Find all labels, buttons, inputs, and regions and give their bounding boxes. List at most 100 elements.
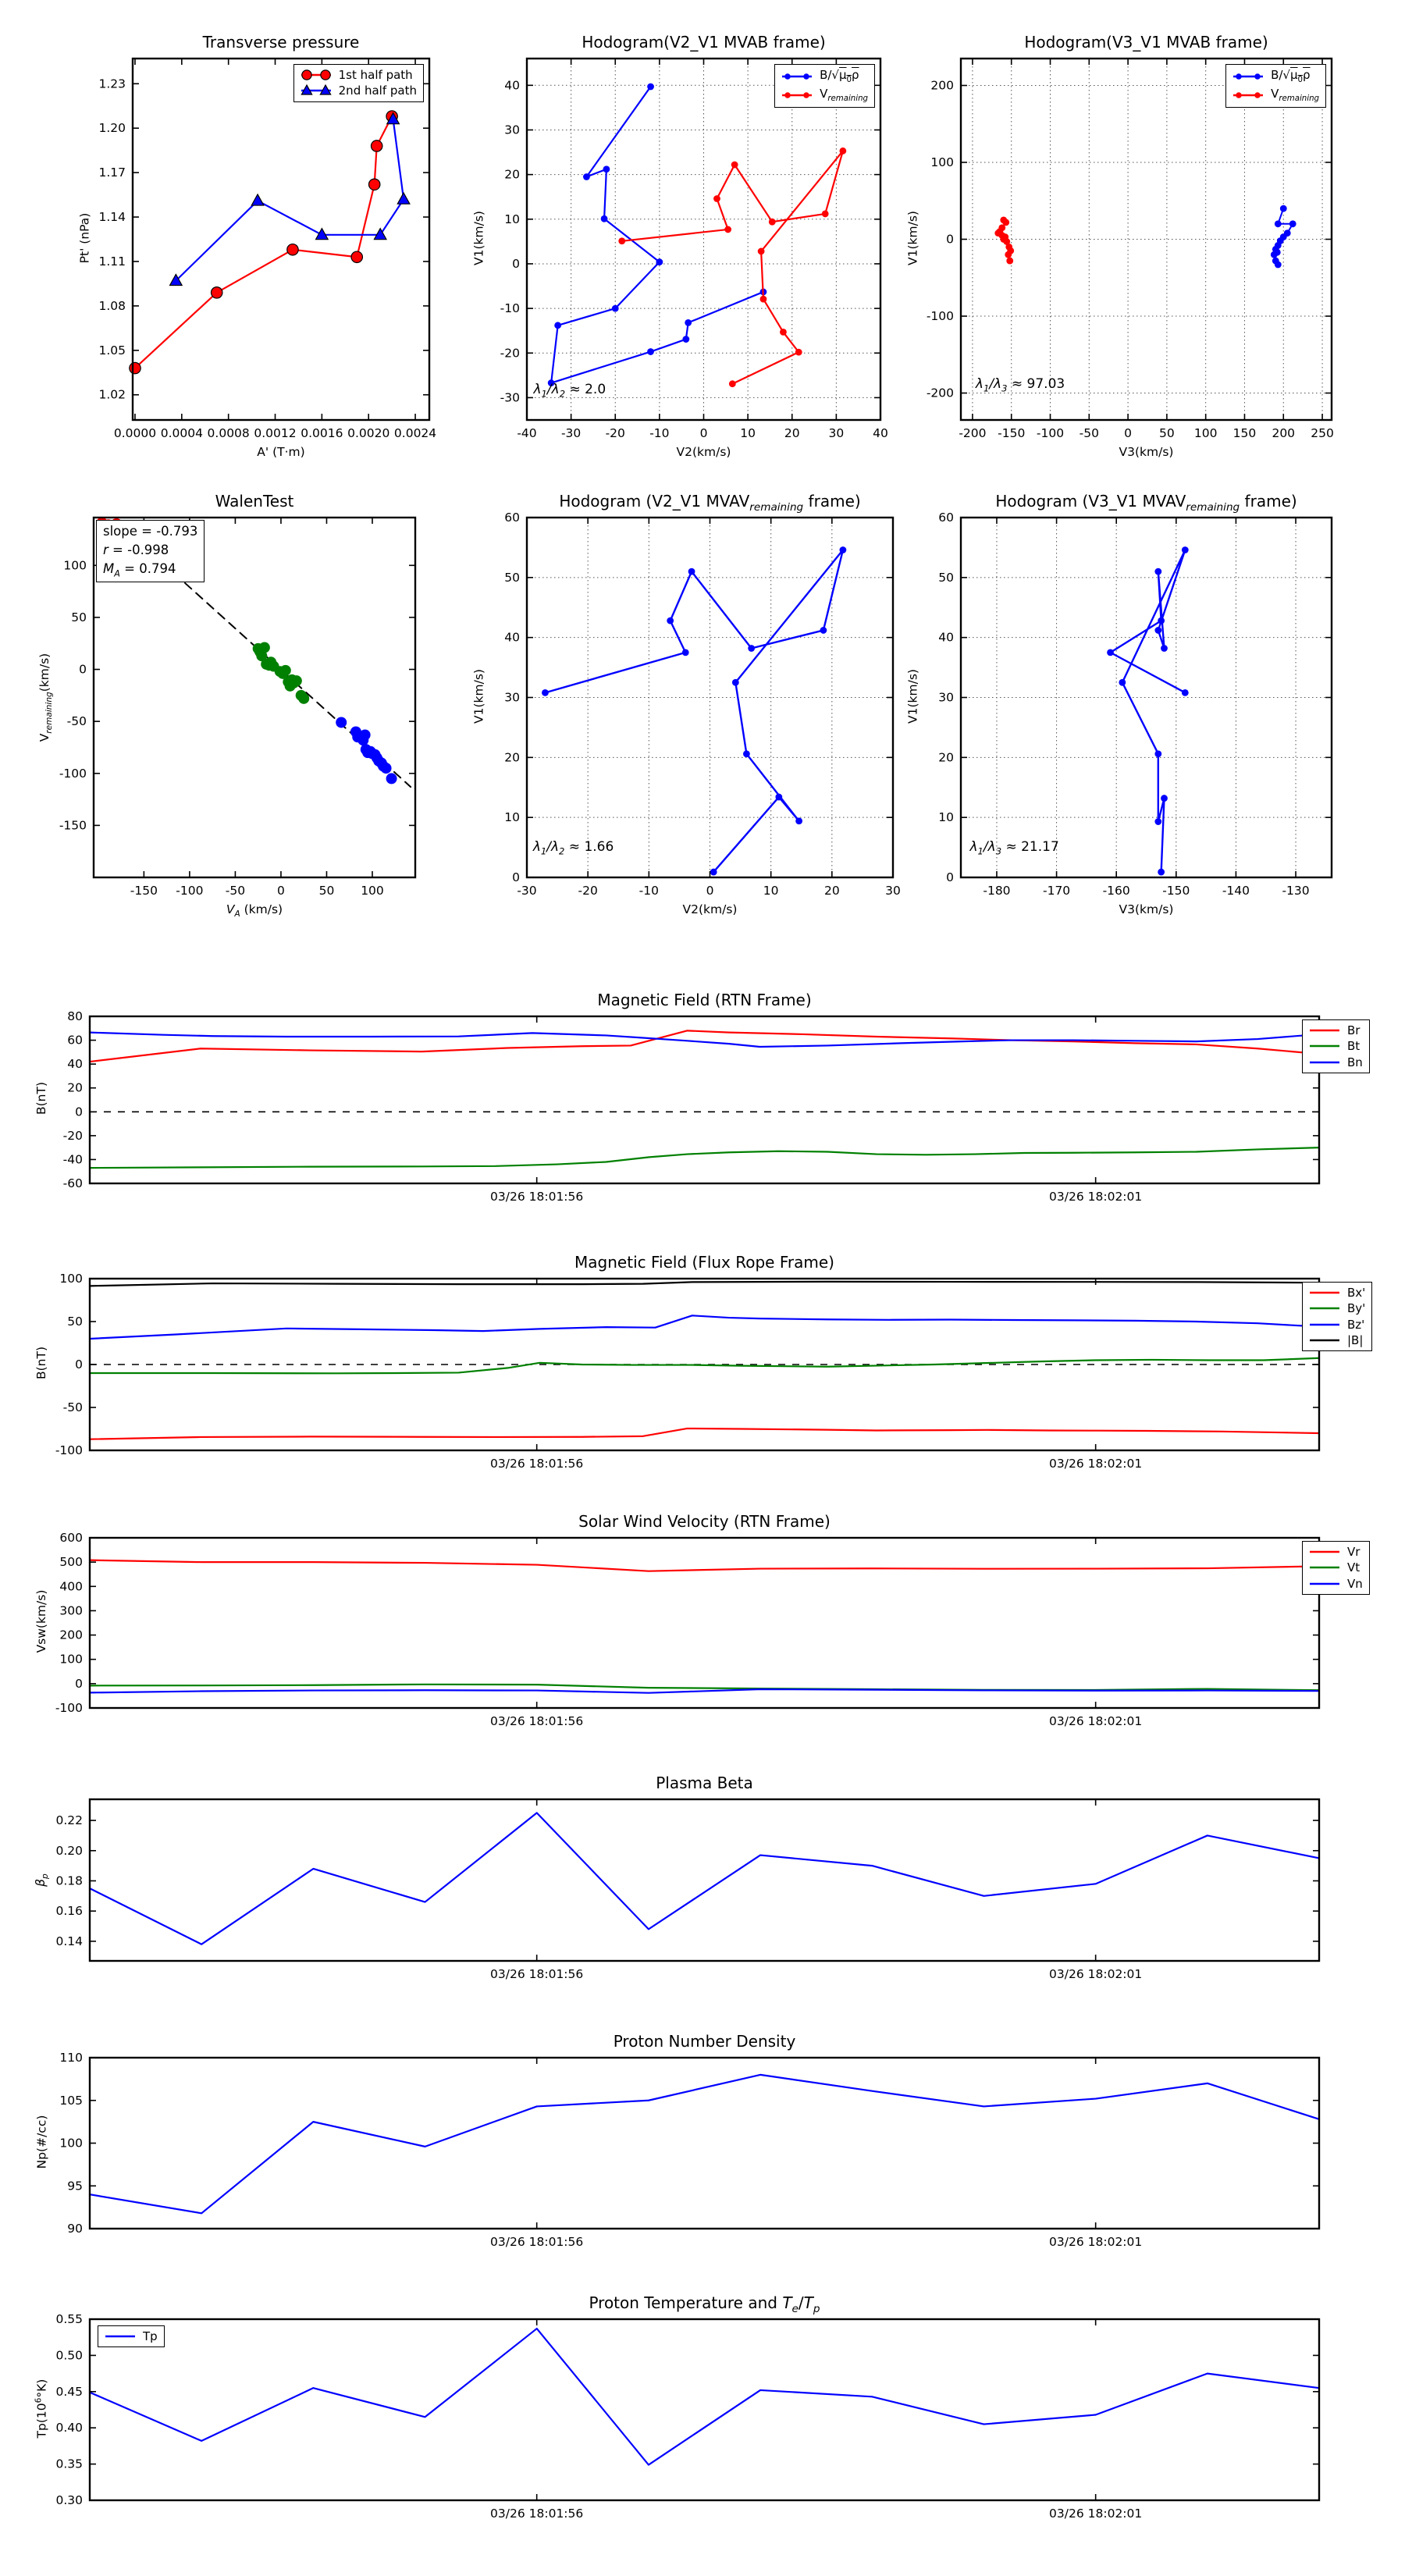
transverse-pressure-xtick: 0.0008 [208,426,250,440]
magnetic-field-rtn-legend-label-Br: Br [1347,1023,1361,1037]
solar-wind-velocity-legend-item-Vt: Vt [1307,1560,1363,1575]
Tp-legend-sample [105,2335,135,2338]
transverse-pressure-legend-label-2nd-half-path: 2nd half path [338,84,417,98]
magnetic-field-flux-rope-series-Bz-prime [88,1315,1321,1340]
Vr-legend-sample [1310,1550,1339,1553]
Vn-legend-sample [1310,1582,1339,1585]
hodogram-v2v1-mvab-xtick: -20 [606,426,625,440]
magnetic-field-flux-rope-legend-item-Bz-prime: Bz' [1307,1317,1365,1332]
hodogram-v3v1-mvab-ylabel: V1(km/s) [905,210,919,265]
hodogram-v3v1-mvab-xtick: 100 [1194,426,1218,440]
transverse-pressure-series-2nd-half-path [169,112,411,286]
2nd-half-path-legend-sample [301,84,332,95]
walen-test-ylabel: Vremaining(km/s) [37,653,54,742]
hodogram-v3v1-mvab-ytick: -100 [927,309,954,323]
hodogram-v3v1-mvab-series-V-remaining [994,216,1015,265]
chart-plasma-beta: 03/26 18:01:56 03/26 18:02:01 0.14 0.16 0.18… [55,1798,1321,1981]
magnetic-field-flux-rope-series-Bx-prime [88,1427,1321,1440]
transverse-pressure-ytick: 1.08 [98,299,126,313]
transverse-pressure-ytick: 1.05 [98,343,126,358]
magnetic-field-rtn-legend-label-Bn: Bn [1347,1055,1363,1069]
magnetic-field-flux-rope-ylabel: B(nT) [34,1346,48,1380]
walen-test-textbox-line: slope = -0.793 [103,524,198,539]
hodogram-v2v1-mvav-ytick: 10 [504,810,520,824]
hodogram-v3v1-mvab-legend-label-B-scaled: B/√μ0ρ [1271,68,1311,84]
hodogram-v2v1-mvab-ytick: 0 [512,257,520,271]
chart-hodogram-v3v1-mvav: -180 -170 -160 -150 -140 -130 0 10 20 30 40 50 60 [938,511,1333,898]
1st-half-path-legend-sample [301,69,331,80]
hodogram-v2v1-mvab-ytick: -30 [500,390,520,404]
hodogram-v2v1-mvab-title: Hodogram(V2_V1 MVAB frame) [582,33,826,52]
magnetic-field-rtn-ytick: 40 [67,1057,83,1071]
hodogram-v2v1-mvav-ytick: 30 [504,691,520,705]
hodogram-v3v1-mvab-xtick: -200 [959,426,986,440]
proton-temperature-ytick: 0.50 [55,2348,83,2362]
hodogram-v2v1-mvav-xlabel: V2(km/s) [682,902,738,916]
magnetic-field-flux-rope-ytick: -100 [55,1443,83,1457]
hodogram-v2v1-mvab-xtick: 10 [740,426,756,440]
hodogram-v2v1-mvab-ytick: 20 [504,168,520,182]
magnetic-field-rtn-ytick: -20 [63,1129,83,1143]
walen-test-ytick: -150 [59,818,87,832]
hodogram-v2v1-mvab-ytick: -20 [500,346,520,360]
hodogram-v2v1-mvab-ylabel: V1(km/s) [471,210,486,265]
transverse-pressure-xtick: 0.0020 [347,426,389,440]
chart-magnetic-field-rtn: 03/26 18:01:56 03/26 18:02:01 -60 -40 -20 0 20… [63,1009,1321,1204]
solar-wind-velocity-ytick: 0 [75,1677,83,1691]
hodogram-v3v1-mvab-ytick: -200 [927,386,954,400]
proton-temperature-ytick: 0.45 [55,2385,83,2399]
hodogram-v2v1-mvab-ytick: 10 [504,212,520,226]
hodogram-v2v1-mvav-ytick: 20 [504,750,520,764]
plasma-beta-xtick: 03/26 18:01:56 [490,1967,583,1981]
proton-temperature-xtick: 03/26 18:01:56 [490,2507,583,2521]
hodogram-v3v1-mvav-ytick: 10 [938,810,954,824]
magnetic-field-flux-rope-xtick: 03/26 18:01:56 [490,1457,583,1471]
solar-wind-velocity-xtick: 03/26 18:02:01 [1049,1714,1142,1728]
V-remaining-legend-sample [1233,91,1264,98]
transverse-pressure-series-1st-half-path [129,110,398,375]
hodogram-v2v1-mvav-series-velocity-hodogram [542,546,847,876]
hodogram-v3v1-mvav-xtick: -160 [1103,884,1130,898]
magnetic-field-rtn-legend-label-Bt: Bt [1347,1039,1361,1054]
walen-test-xtick: -50 [226,884,245,898]
hodogram-v2v1-mvab-xtick: 40 [873,426,888,440]
transverse-pressure-xtick: 0.0000 [114,426,156,440]
hodogram-v3v1-mvav-ytick: 40 [938,631,954,645]
magnetic-field-rtn-xtick: 03/26 18:01:56 [490,1190,583,1204]
transverse-pressure-ytick: 1.20 [98,121,126,135]
transverse-pressure-legend-item-1st-half-path: 1st half path [299,67,417,83]
solar-wind-velocity-legend-label-Vn: Vn [1347,1576,1363,1591]
hodogram-v2v1-mvab-legend-item-B-scaled: B/√μ0ρ [780,67,868,86]
magnetic-field-flux-rope-legend: Bx' By' Bz' |B| [1302,1282,1373,1351]
proton-temperature-ytick: 0.55 [55,2312,83,2326]
chart-proton-temperature: 03/26 18:01:56 03/26 18:02:01 0.30 0.35 0.40… [55,2312,1321,2521]
hodogram-v3v1-mvab-xtick: 0 [1124,426,1132,440]
plasma-beta-ylabel: βp [33,1873,50,1887]
walen-test-ytick: -50 [67,714,87,728]
walen-test-textbox-line: MA = 0.794 [103,560,176,579]
hodogram-v2v1-mvav-xtick: -30 [517,884,536,898]
proton-temperature-title: Proton Temperature and Te/Tp [589,2293,820,2315]
chart-hodogram-v2v1-mvav: -30 -20 -10 0 10 20 30 0 10 20 30 40 50 60 [504,511,901,898]
hodogram-v2v1-mvav-xtick: -20 [578,884,598,898]
magnetic-field-flux-rope-legend-label-Bz-prime: Bz' [1347,1317,1365,1332]
transverse-pressure-ytick: 1.17 [98,165,126,180]
solar-wind-velocity-series-Vr [88,1559,1321,1572]
magnetic-field-rtn-ylabel: B(nT) [34,1081,48,1115]
proton-number-density-ytick: 105 [59,2094,83,2108]
hodogram-v3v1-mvab-title: Hodogram(V3_V1 MVAB frame) [1024,33,1268,52]
hodogram-v3v1-mvav-xtick: -180 [983,884,1010,898]
Bx-prime-legend-sample [1310,1291,1339,1294]
magnetic-field-rtn-title: Magnetic Field (RTN Frame) [597,991,812,1009]
hodogram-v2v1-mvab-xtick: 0 [700,426,708,440]
solar-wind-velocity-ytick: 100 [59,1653,83,1667]
magnetic-field-flux-rope-series-B-magnitude [88,1280,1321,1287]
hodogram-v2v1-mvab-xtick: -40 [517,426,536,440]
chart-solar-wind-velocity: 03/26 18:01:56 03/26 18:02:01 -100 0 100 200 3… [55,1531,1321,1728]
hodogram-v2v1-mvav-ytick: 60 [504,511,520,525]
proton-temperature-ytick: 0.35 [55,2457,83,2471]
walen-test-xlabel: VA (km/s) [226,902,283,920]
plasma-beta-ytick: 0.20 [55,1844,83,1858]
